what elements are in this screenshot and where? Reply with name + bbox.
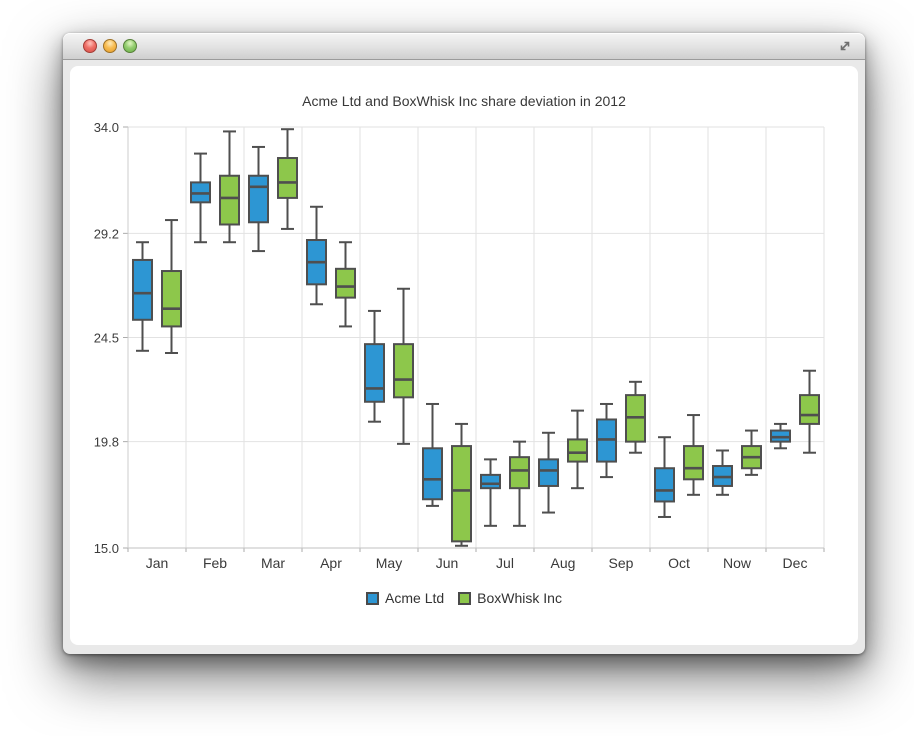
box-jul-acme [480,458,501,527]
box-oct-boxwhisk [683,414,704,496]
box-sep-acme [596,402,617,479]
x-axis-label: Oct [668,555,690,571]
x-axis-label: Sep [609,555,634,571]
y-tick-label: 15.0 [94,541,119,556]
box-mar-acme [248,145,269,253]
y-tick-label: 34.0 [94,120,119,135]
legend-label: BoxWhisk Inc [477,590,562,606]
close-button[interactable] [83,39,97,53]
box-dec-acme [770,422,791,450]
box-aug-acme [538,431,559,514]
box-apr-acme [306,205,327,306]
box-sep-boxwhisk [625,380,646,454]
boxplot-chart: 34.0 29.2 24.5 19.8 15.0 Jan Feb Mar Apr May Jun Ju… [94,120,825,571]
zoom-button[interactable] [123,39,137,53]
window-titlebar[interactable] [63,33,865,60]
box-mar-boxwhisk [277,128,298,230]
box-jan-boxwhisk [161,219,182,355]
x-axis-label: Jul [496,555,514,571]
x-axis-label: May [376,555,402,571]
x-axis-label: Apr [320,555,342,571]
box-oct-acme [654,436,675,518]
traffic-lights [83,39,137,53]
boxwhisk-series-swatch [458,591,472,605]
x-axis-label: Now [723,555,752,571]
box-feb-boxwhisk [219,130,240,244]
acme-series-swatch [366,591,380,605]
box-jun-acme [422,402,443,507]
app-window: Acme Ltd and BoxWhisk Inc share deviatio… [63,33,865,654]
y-tick-label: 29.2 [94,226,119,241]
y-tick-label: 24.5 [94,331,119,346]
chart-panel: Acme Ltd and BoxWhisk Inc share deviatio… [70,66,858,645]
legend-label: Acme Ltd [385,590,445,606]
resize-icon[interactable] [837,38,853,54]
box-jan-acme [132,241,153,352]
chart-legend: Acme Ltd BoxWhisk Inc [70,590,858,606]
box-jun-boxwhisk [451,422,472,547]
legend-item-acme[interactable]: Acme Ltd [366,590,444,606]
x-axis-label: Mar [261,555,285,571]
box-dec-boxwhisk [799,369,820,454]
box-may-acme [364,309,385,423]
box-now-acme [712,449,733,496]
x-axis-label: Jan [146,555,169,571]
chart-title: Acme Ltd and BoxWhisk Inc share deviatio… [302,93,626,109]
box-feb-acme [190,152,211,244]
x-axis-label: Aug [551,555,576,571]
box-aug-boxwhisk [567,409,588,490]
x-axis-label: Dec [783,555,808,571]
box-now-boxwhisk [741,429,762,476]
x-axis-label: Jun [436,555,459,571]
y-tick-label: 19.8 [94,435,119,450]
x-axis-label: Feb [203,555,227,571]
box-may-boxwhisk [393,287,414,445]
box-jul-boxwhisk [509,440,530,527]
minimize-button[interactable] [103,39,117,53]
box-apr-boxwhisk [335,241,356,328]
legend-item-boxwhisk[interactable]: BoxWhisk Inc [458,590,562,606]
